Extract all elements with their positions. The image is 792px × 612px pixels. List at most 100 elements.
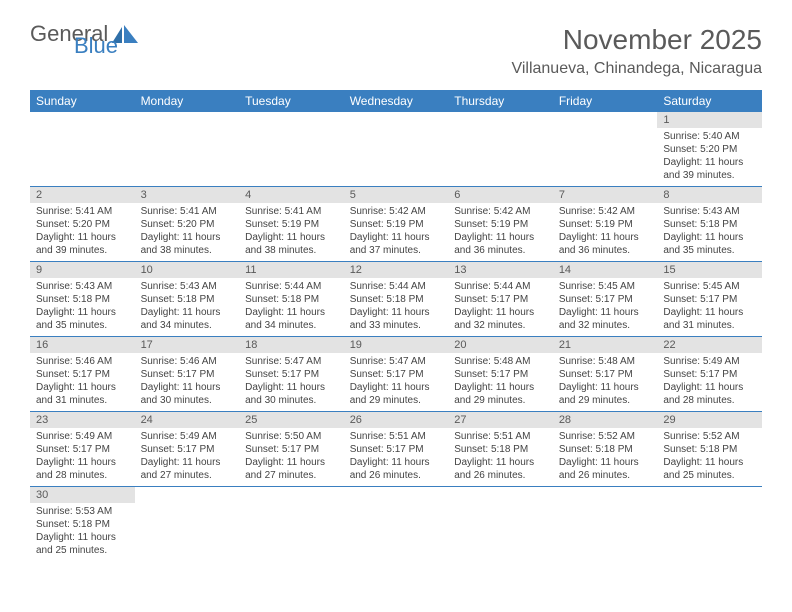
sunset-text: Sunset: 5:17 PM bbox=[141, 368, 234, 381]
daylight-text: Daylight: 11 hours and 26 minutes. bbox=[559, 456, 652, 482]
day-content: Sunrise: 5:47 AMSunset: 5:17 PMDaylight:… bbox=[239, 353, 344, 411]
sunset-text: Sunset: 5:19 PM bbox=[454, 218, 547, 231]
sunrise-text: Sunrise: 5:42 AM bbox=[350, 205, 443, 218]
sunset-text: Sunset: 5:17 PM bbox=[245, 368, 338, 381]
day-content: Sunrise: 5:49 AMSunset: 5:17 PMDaylight:… bbox=[657, 353, 762, 411]
calendar-cell bbox=[657, 487, 762, 562]
sunset-text: Sunset: 5:18 PM bbox=[245, 293, 338, 306]
day-content: Sunrise: 5:51 AMSunset: 5:17 PMDaylight:… bbox=[344, 428, 449, 486]
calendar-cell bbox=[344, 487, 449, 562]
calendar-week-row: 30Sunrise: 5:53 AMSunset: 5:18 PMDayligh… bbox=[30, 487, 762, 562]
day-number: 24 bbox=[135, 412, 240, 428]
daylight-text: Daylight: 11 hours and 35 minutes. bbox=[36, 306, 129, 332]
sunrise-text: Sunrise: 5:49 AM bbox=[36, 430, 129, 443]
weekday-header: Saturday bbox=[657, 90, 762, 112]
sunset-text: Sunset: 5:17 PM bbox=[350, 368, 443, 381]
calendar-cell bbox=[553, 112, 658, 187]
weekday-header: Wednesday bbox=[344, 90, 449, 112]
daylight-text: Daylight: 11 hours and 25 minutes. bbox=[36, 531, 129, 557]
sunset-text: Sunset: 5:17 PM bbox=[559, 368, 652, 381]
day-number: 25 bbox=[239, 412, 344, 428]
day-content: Sunrise: 5:52 AMSunset: 5:18 PMDaylight:… bbox=[553, 428, 658, 486]
title-block: November 2025 Villanueva, Chinandega, Ni… bbox=[511, 24, 762, 78]
sunrise-text: Sunrise: 5:42 AM bbox=[454, 205, 547, 218]
day-content: Sunrise: 5:46 AMSunset: 5:17 PMDaylight:… bbox=[135, 353, 240, 411]
day-content: Sunrise: 5:50 AMSunset: 5:17 PMDaylight:… bbox=[239, 428, 344, 486]
calendar-cell: 12Sunrise: 5:44 AMSunset: 5:18 PMDayligh… bbox=[344, 262, 449, 337]
day-number: 2 bbox=[30, 187, 135, 203]
header: General Blue November 2025 Villanueva, C… bbox=[30, 24, 762, 78]
calendar-cell: 11Sunrise: 5:44 AMSunset: 5:18 PMDayligh… bbox=[239, 262, 344, 337]
sunrise-text: Sunrise: 5:44 AM bbox=[245, 280, 338, 293]
day-number: 15 bbox=[657, 262, 762, 278]
sunrise-text: Sunrise: 5:46 AM bbox=[141, 355, 234, 368]
calendar-cell bbox=[239, 487, 344, 562]
weekday-header: Thursday bbox=[448, 90, 553, 112]
daylight-text: Daylight: 11 hours and 35 minutes. bbox=[663, 231, 756, 257]
daylight-text: Daylight: 11 hours and 32 minutes. bbox=[559, 306, 652, 332]
calendar-cell bbox=[553, 487, 658, 562]
day-content: Sunrise: 5:42 AMSunset: 5:19 PMDaylight:… bbox=[553, 203, 658, 261]
sunset-text: Sunset: 5:19 PM bbox=[245, 218, 338, 231]
sunset-text: Sunset: 5:17 PM bbox=[141, 443, 234, 456]
day-number: 16 bbox=[30, 337, 135, 353]
day-number: 6 bbox=[448, 187, 553, 203]
brand-blue: Blue bbox=[74, 36, 140, 56]
sunset-text: Sunset: 5:19 PM bbox=[350, 218, 443, 231]
daylight-text: Daylight: 11 hours and 31 minutes. bbox=[663, 306, 756, 332]
day-number: 1 bbox=[657, 112, 762, 128]
daylight-text: Daylight: 11 hours and 29 minutes. bbox=[350, 381, 443, 407]
sunset-text: Sunset: 5:17 PM bbox=[454, 293, 547, 306]
day-content: Sunrise: 5:44 AMSunset: 5:18 PMDaylight:… bbox=[239, 278, 344, 336]
sunrise-text: Sunrise: 5:43 AM bbox=[141, 280, 234, 293]
calendar-cell: 27Sunrise: 5:51 AMSunset: 5:18 PMDayligh… bbox=[448, 412, 553, 487]
calendar-cell: 17Sunrise: 5:46 AMSunset: 5:17 PMDayligh… bbox=[135, 337, 240, 412]
daylight-text: Daylight: 11 hours and 29 minutes. bbox=[559, 381, 652, 407]
sunrise-text: Sunrise: 5:52 AM bbox=[663, 430, 756, 443]
sunrise-text: Sunrise: 5:48 AM bbox=[454, 355, 547, 368]
calendar-cell bbox=[135, 112, 240, 187]
day-content: Sunrise: 5:44 AMSunset: 5:18 PMDaylight:… bbox=[344, 278, 449, 336]
calendar-cell: 16Sunrise: 5:46 AMSunset: 5:17 PMDayligh… bbox=[30, 337, 135, 412]
sunrise-text: Sunrise: 5:44 AM bbox=[454, 280, 547, 293]
calendar-cell: 23Sunrise: 5:49 AMSunset: 5:17 PMDayligh… bbox=[30, 412, 135, 487]
daylight-text: Daylight: 11 hours and 36 minutes. bbox=[559, 231, 652, 257]
calendar-cell: 20Sunrise: 5:48 AMSunset: 5:17 PMDayligh… bbox=[448, 337, 553, 412]
calendar-cell: 10Sunrise: 5:43 AMSunset: 5:18 PMDayligh… bbox=[135, 262, 240, 337]
calendar-cell: 13Sunrise: 5:44 AMSunset: 5:17 PMDayligh… bbox=[448, 262, 553, 337]
day-content: Sunrise: 5:42 AMSunset: 5:19 PMDaylight:… bbox=[344, 203, 449, 261]
calendar-cell: 19Sunrise: 5:47 AMSunset: 5:17 PMDayligh… bbox=[344, 337, 449, 412]
day-number: 13 bbox=[448, 262, 553, 278]
sunrise-text: Sunrise: 5:53 AM bbox=[36, 505, 129, 518]
day-number: 27 bbox=[448, 412, 553, 428]
calendar-cell: 21Sunrise: 5:48 AMSunset: 5:17 PMDayligh… bbox=[553, 337, 658, 412]
sunrise-text: Sunrise: 5:43 AM bbox=[36, 280, 129, 293]
daylight-text: Daylight: 11 hours and 31 minutes. bbox=[36, 381, 129, 407]
day-content: Sunrise: 5:44 AMSunset: 5:17 PMDaylight:… bbox=[448, 278, 553, 336]
day-content: Sunrise: 5:49 AMSunset: 5:17 PMDaylight:… bbox=[30, 428, 135, 486]
calendar-cell: 3Sunrise: 5:41 AMSunset: 5:20 PMDaylight… bbox=[135, 187, 240, 262]
day-content: Sunrise: 5:41 AMSunset: 5:20 PMDaylight:… bbox=[30, 203, 135, 261]
day-content: Sunrise: 5:40 AMSunset: 5:20 PMDaylight:… bbox=[657, 128, 762, 186]
calendar-cell bbox=[30, 112, 135, 187]
weekday-header: Sunday bbox=[30, 90, 135, 112]
sunrise-text: Sunrise: 5:47 AM bbox=[245, 355, 338, 368]
daylight-text: Daylight: 11 hours and 38 minutes. bbox=[141, 231, 234, 257]
day-number: 3 bbox=[135, 187, 240, 203]
weekday-header: Tuesday bbox=[239, 90, 344, 112]
calendar-cell: 5Sunrise: 5:42 AMSunset: 5:19 PMDaylight… bbox=[344, 187, 449, 262]
sunrise-text: Sunrise: 5:48 AM bbox=[559, 355, 652, 368]
calendar-cell: 14Sunrise: 5:45 AMSunset: 5:17 PMDayligh… bbox=[553, 262, 658, 337]
sunset-text: Sunset: 5:18 PM bbox=[663, 218, 756, 231]
sunset-text: Sunset: 5:20 PM bbox=[663, 143, 756, 156]
calendar-body: 1Sunrise: 5:40 AMSunset: 5:20 PMDaylight… bbox=[30, 112, 762, 561]
sunset-text: Sunset: 5:18 PM bbox=[454, 443, 547, 456]
sunrise-text: Sunrise: 5:43 AM bbox=[663, 205, 756, 218]
day-number: 12 bbox=[344, 262, 449, 278]
day-content: Sunrise: 5:53 AMSunset: 5:18 PMDaylight:… bbox=[30, 503, 135, 561]
location-text: Villanueva, Chinandega, Nicaragua bbox=[511, 60, 762, 78]
sunrise-text: Sunrise: 5:46 AM bbox=[36, 355, 129, 368]
brand-logo: General Blue bbox=[30, 24, 140, 56]
daylight-text: Daylight: 11 hours and 39 minutes. bbox=[663, 156, 756, 182]
sunset-text: Sunset: 5:18 PM bbox=[559, 443, 652, 456]
